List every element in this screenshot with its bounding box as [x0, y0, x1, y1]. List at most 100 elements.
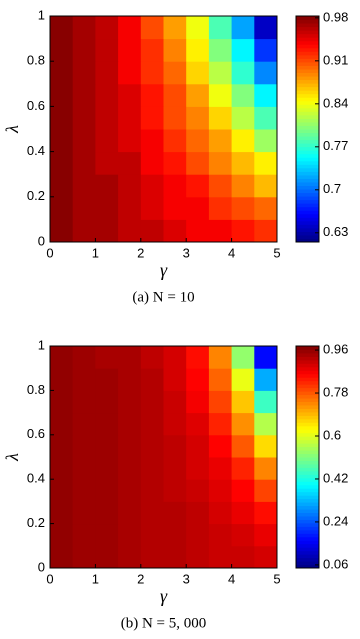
- heat-cell: [186, 83, 210, 107]
- heat-cell: [72, 390, 96, 414]
- heat-cell: [208, 412, 233, 436]
- heat-cell: [50, 434, 74, 458]
- y-tick-label: 0.4: [27, 143, 45, 158]
- colorbar-step: [296, 446, 319, 451]
- colorbar-step: [296, 533, 319, 538]
- heat-cell: [118, 479, 142, 502]
- heat-cell: [140, 61, 164, 85]
- heat-cell: [140, 368, 164, 391]
- heat-cell: [208, 457, 233, 480]
- heat-cell: [72, 501, 96, 525]
- colorbar-step: [296, 68, 319, 73]
- colorbar-step: [296, 153, 319, 158]
- heat-cell: [254, 545, 278, 569]
- colorbar-step: [296, 425, 319, 430]
- heat-cell: [254, 129, 278, 153]
- colorbar-step: [296, 189, 319, 194]
- heat-cell: [163, 368, 187, 391]
- heat-cell: [118, 412, 142, 436]
- heat-cell: [72, 479, 96, 502]
- colorbar-tick-label: 0.7: [323, 181, 341, 196]
- colorbar-step: [296, 470, 319, 475]
- colorbar-step: [296, 231, 319, 236]
- heat-cell: [50, 83, 74, 107]
- heat-cell: [95, 219, 119, 243]
- heat-cell: [186, 61, 210, 85]
- colorbar-step: [296, 125, 319, 130]
- x-axis-label: γ: [160, 260, 168, 280]
- heat-cell: [254, 151, 278, 175]
- colorbar-step: [296, 359, 319, 364]
- colorbar-frame: [295, 15, 320, 243]
- x-tick-label: 1: [92, 245, 99, 260]
- heat-cell: [163, 196, 187, 220]
- heat-cell: [95, 151, 119, 175]
- colorbar-step: [296, 443, 319, 448]
- heat-cell: [50, 390, 74, 414]
- x-tick-label: 2: [137, 245, 144, 260]
- colorbar-step: [296, 192, 319, 197]
- heat-cell: [95, 196, 119, 220]
- heat-cell: [208, 129, 233, 153]
- heat-cell: [72, 83, 96, 107]
- colorbar-tick-label: 0.6: [323, 427, 341, 442]
- heat-cell: [208, 219, 233, 243]
- x-tick-label: 0: [46, 571, 53, 586]
- colorbar-step: [296, 391, 319, 396]
- heat-cell: [186, 368, 210, 391]
- heat-cell: [231, 368, 255, 391]
- heat-cell: [118, 38, 142, 62]
- heat-cell: [118, 523, 142, 547]
- colorbar-step: [296, 136, 319, 141]
- heat-cell: [163, 83, 187, 107]
- colorbar-step: [296, 460, 319, 465]
- colorbar-step: [296, 554, 319, 559]
- colorbar-step: [296, 181, 319, 186]
- colorbar-tick-label: 0.98: [323, 9, 348, 24]
- heat-cell: [72, 434, 96, 458]
- colorbar-step: [296, 422, 319, 427]
- heat-cell: [72, 106, 96, 130]
- heat-cell: [72, 16, 96, 40]
- heat-cell: [186, 16, 210, 40]
- colorbar-step: [296, 498, 319, 503]
- heat-cell: [254, 16, 278, 40]
- colorbar-step: [296, 432, 319, 437]
- colorbar-step: [296, 547, 319, 552]
- heat-cell: [50, 346, 74, 369]
- colorbar-step: [296, 54, 319, 59]
- plot-frame: [49, 345, 278, 569]
- x-tick-label: 4: [228, 245, 235, 260]
- heat-cell: [95, 479, 119, 502]
- colorbar-step: [296, 93, 319, 98]
- colorbar-step: [296, 61, 319, 66]
- colorbar-step: [296, 178, 319, 183]
- colorbar-step: [296, 394, 319, 399]
- colorbar-step: [296, 398, 319, 402]
- heat-cell: [50, 368, 74, 391]
- heat-cell: [231, 106, 255, 130]
- heat-cell: [254, 83, 278, 107]
- heat-cell: [186, 346, 210, 369]
- heat-cell: [140, 346, 164, 369]
- heat-cell: [231, 457, 255, 480]
- heat-cell: [254, 523, 278, 547]
- heat-cell: [186, 523, 210, 547]
- colorbar-step: [296, 33, 319, 38]
- heat-cell: [72, 545, 96, 569]
- colorbar-step: [296, 536, 319, 541]
- y-tick-label: 0: [38, 559, 45, 574]
- heat-cell: [95, 457, 119, 480]
- heat-cell: [231, 479, 255, 502]
- heat-cell: [95, 129, 119, 153]
- colorbar-step: [296, 463, 319, 468]
- heat-cell: [254, 346, 278, 369]
- colorbar-frame: [295, 345, 320, 569]
- heat-cell: [50, 106, 74, 130]
- colorbar-step: [296, 450, 319, 455]
- heat-cell: [163, 390, 187, 414]
- heat-cell: [72, 412, 96, 436]
- heat-cell: [254, 174, 278, 198]
- colorbar-step: [296, 408, 319, 413]
- heat-cell: [254, 501, 278, 525]
